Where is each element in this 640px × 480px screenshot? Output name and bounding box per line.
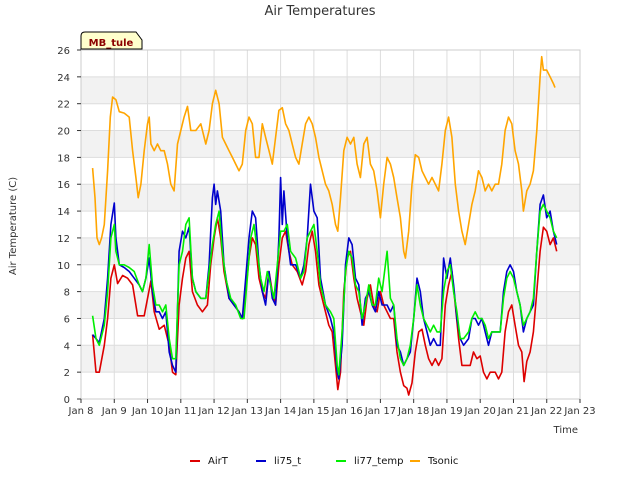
y-tick-label: 26 <box>57 46 70 57</box>
plot-band <box>81 50 580 77</box>
plot-band <box>81 345 580 373</box>
site-label: MB_tule <box>89 38 134 49</box>
y-tick-label: 12 <box>57 234 70 245</box>
x-tick-label: Jan 16 <box>330 406 362 417</box>
x-tick-label: Jan 11 <box>164 406 196 417</box>
x-tick-label: Jan 15 <box>297 406 329 417</box>
y-tick-label: 24 <box>57 73 70 84</box>
x-tick-label: Jan 10 <box>131 406 163 417</box>
x-tick-label: Jan 21 <box>497 406 529 417</box>
x-tick-label: Jan 9 <box>101 406 127 417</box>
x-axis-label: Time <box>553 425 578 436</box>
plot-band <box>81 372 580 399</box>
plot-band <box>81 264 580 292</box>
plot-band <box>81 157 580 185</box>
y-tick-label: 22 <box>57 100 70 111</box>
legend-label-li77-temp: li77_temp <box>354 456 403 467</box>
plot-bands <box>81 50 580 399</box>
series-lines <box>91 55 558 396</box>
y-tick-label: 4 <box>64 341 70 352</box>
legend-label-airt: AirT <box>208 456 229 467</box>
x-axis-ticks: Jan 8 Jan 9 Jan 10 Jan 11 Jan 12 Jan 13 Jan 14… <box>68 399 596 417</box>
x-tick-label: Jan 18 <box>397 406 429 417</box>
x-tick-label: Jan 12 <box>197 406 229 417</box>
legend-label-tsonic: Tsonic <box>427 456 458 467</box>
series-line-li77-temp <box>91 203 558 376</box>
y-tick-label: 6 <box>64 314 70 325</box>
x-tick-label: Jan 22 <box>530 406 562 417</box>
y-tick-label: 8 <box>64 288 70 299</box>
x-tick-label: Jan 14 <box>264 406 296 417</box>
series-line-tsonic <box>91 55 556 259</box>
series-line-li75-t <box>91 176 558 380</box>
site-label-box: MB_tule <box>80 31 143 50</box>
plot-band <box>81 237 580 265</box>
x-tick-label: Jan 13 <box>231 406 263 417</box>
y-tick-label: 2 <box>64 368 70 379</box>
y-axis-label: Air Temperature (C) <box>8 177 19 275</box>
y-tick-label: 20 <box>57 127 70 138</box>
x-tick-label: Jan 20 <box>464 406 496 417</box>
plot-frame <box>80 49 581 400</box>
y-tick-label: 10 <box>57 261 70 272</box>
x-tick-label: Jan 17 <box>364 406 396 417</box>
chart-title: Air Temperatures <box>264 4 375 19</box>
x-tick-label: Jan 23 <box>563 406 595 417</box>
legend: AirT li75_t li77_temp Tsonic <box>190 456 458 467</box>
plot-band <box>81 211 580 238</box>
y-tick-label: 16 <box>57 180 70 191</box>
grid-lines <box>80 49 581 400</box>
y-tick-label: 0 <box>64 395 70 406</box>
x-tick-label: Jan 19 <box>430 406 462 417</box>
legend-label-li75-t: li75_t <box>274 456 301 467</box>
x-tick-label: Jan 8 <box>68 406 94 417</box>
y-tick-label: 18 <box>57 153 70 164</box>
y-tick-label: 14 <box>57 207 70 218</box>
plot-band <box>81 76 580 104</box>
plot-band <box>81 103 580 131</box>
